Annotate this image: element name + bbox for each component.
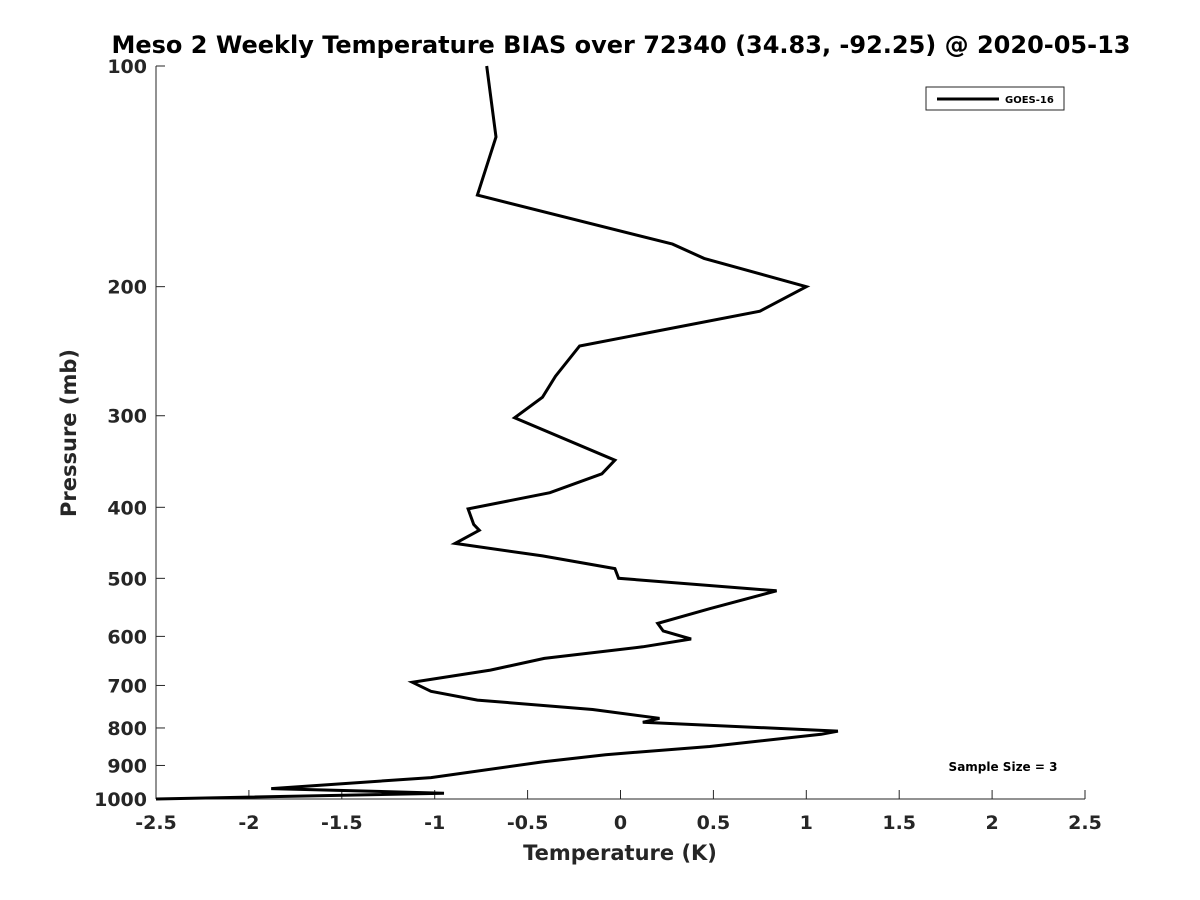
- x-tick-label: -1: [424, 812, 445, 834]
- y-tick-label: 1000: [94, 789, 147, 811]
- legend-label-goes-16: GOES-16: [1005, 95, 1054, 106]
- x-tick-label: 1.5: [882, 812, 916, 834]
- series-line-goes-16: [155, 65, 839, 801]
- y-tick-label: 300: [107, 406, 147, 428]
- legend: GOES-16: [925, 86, 1065, 111]
- x-tick-label: 1: [800, 812, 813, 834]
- y-ticks: 100 200 300 400 500 600 700 800 900 1000: [94, 56, 165, 811]
- x-tick-label: 2.5: [1068, 812, 1102, 834]
- plot-area: [156, 66, 1085, 799]
- x-tick-label: 2: [985, 812, 998, 834]
- y-tick-label: 100: [107, 56, 147, 78]
- y-tick-label: 200: [107, 277, 147, 299]
- x-ticks: -2.5 -2 -1.5 -1 -0.5 0 0.5 1 1.5 2 2.5: [135, 790, 1102, 834]
- y-tick-label: 900: [107, 755, 147, 777]
- series-group: [155, 65, 839, 801]
- x-tick-label: 0: [614, 812, 627, 834]
- y-axis-label: Pressure (mb): [57, 349, 81, 517]
- chart-title: Meso 2 Weekly Temperature BIAS over 7234…: [111, 31, 1130, 59]
- y-tick-label: 500: [107, 568, 147, 590]
- x-tick-label: -2.5: [135, 812, 177, 834]
- y-tick-label: 400: [107, 497, 147, 519]
- x-axis-label: Temperature (K): [523, 841, 717, 865]
- sample-size-annotation: Sample Size = 3: [949, 760, 1058, 774]
- y-tick-label: 700: [107, 675, 147, 697]
- x-tick-label: -0.5: [507, 812, 549, 834]
- y-tick-label: 600: [107, 626, 147, 648]
- x-tick-label: -1.5: [321, 812, 363, 834]
- y-tick-label: 800: [107, 718, 147, 740]
- x-tick-label: 0.5: [697, 812, 731, 834]
- x-tick-label: -2: [238, 812, 259, 834]
